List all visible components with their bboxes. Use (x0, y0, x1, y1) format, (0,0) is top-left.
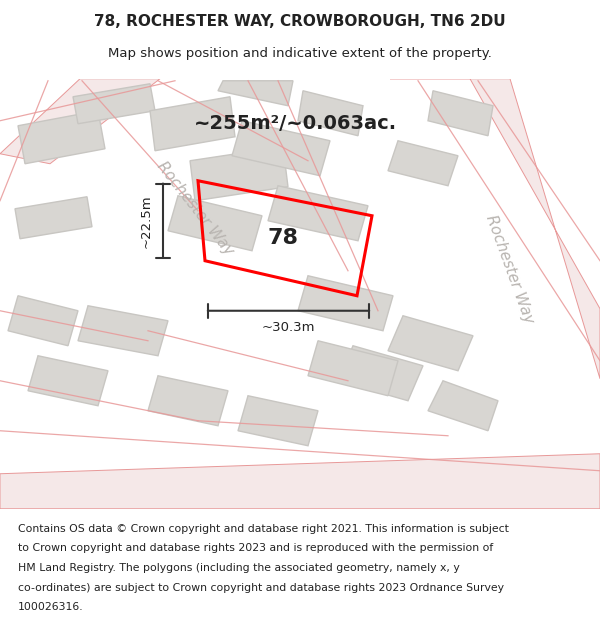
Text: Rochester Way: Rochester Way (484, 213, 536, 325)
Polygon shape (168, 196, 262, 251)
Polygon shape (298, 91, 363, 136)
Polygon shape (390, 79, 600, 379)
Text: Contains OS data © Crown copyright and database right 2021. This information is : Contains OS data © Crown copyright and d… (18, 524, 509, 534)
Text: co-ordinates) are subject to Crown copyright and database rights 2023 Ordnance S: co-ordinates) are subject to Crown copyr… (18, 582, 504, 592)
Polygon shape (308, 341, 398, 396)
Polygon shape (268, 186, 368, 241)
Text: to Crown copyright and database rights 2023 and is reproduced with the permissio: to Crown copyright and database rights 2… (18, 543, 493, 554)
Polygon shape (150, 97, 235, 151)
Text: 78, ROCHESTER WAY, CROWBOROUGH, TN6 2DU: 78, ROCHESTER WAY, CROWBOROUGH, TN6 2DU (94, 14, 506, 29)
Polygon shape (338, 346, 423, 401)
Polygon shape (298, 276, 393, 331)
Polygon shape (18, 111, 105, 164)
Polygon shape (238, 396, 318, 446)
Polygon shape (232, 121, 330, 176)
Polygon shape (0, 79, 160, 164)
Polygon shape (218, 81, 293, 106)
Polygon shape (28, 356, 108, 406)
Text: Map shows position and indicative extent of the property.: Map shows position and indicative extent… (108, 48, 492, 61)
Polygon shape (428, 381, 498, 431)
Polygon shape (73, 84, 155, 124)
Text: Rochester Way: Rochester Way (154, 159, 236, 259)
Text: HM Land Registry. The polygons (including the associated geometry, namely x, y: HM Land Registry. The polygons (includin… (18, 563, 460, 573)
Polygon shape (388, 141, 458, 186)
Text: 78: 78 (268, 228, 299, 248)
Polygon shape (15, 197, 92, 239)
Polygon shape (8, 296, 78, 346)
Text: ~255m²/~0.063ac.: ~255m²/~0.063ac. (193, 114, 397, 133)
Polygon shape (78, 306, 168, 356)
Text: ~30.3m: ~30.3m (262, 321, 315, 334)
Polygon shape (190, 147, 288, 201)
Polygon shape (0, 454, 600, 509)
Polygon shape (428, 91, 493, 136)
Text: 100026316.: 100026316. (18, 602, 83, 612)
Polygon shape (388, 316, 473, 371)
Polygon shape (148, 376, 228, 426)
Text: ~22.5m: ~22.5m (139, 194, 152, 248)
